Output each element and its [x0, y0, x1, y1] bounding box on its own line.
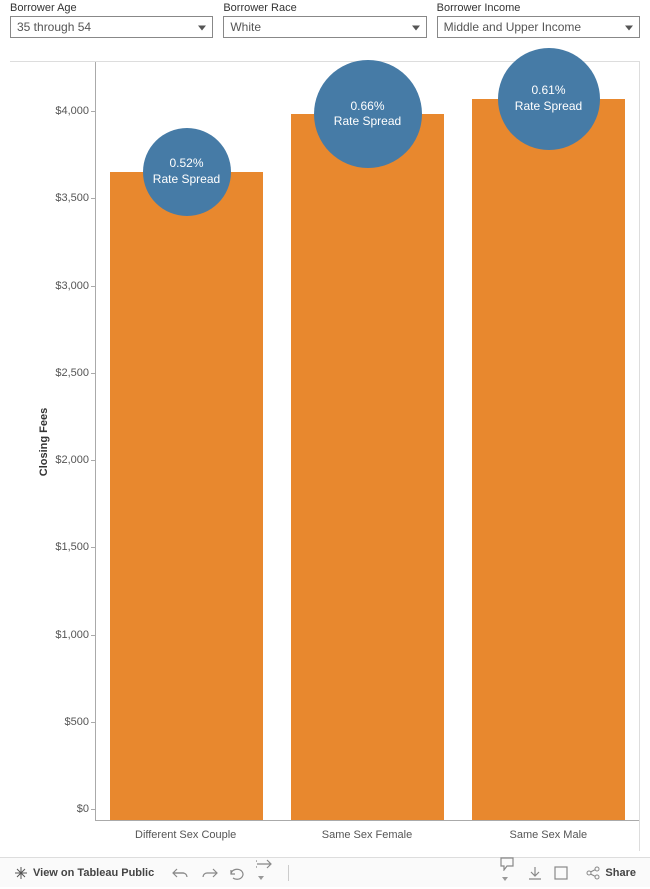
y-tick: $3,000	[55, 280, 89, 292]
x-label: Same Sex Female	[276, 821, 457, 851]
filter-bar: Borrower Age 35 through 54 Borrower Race…	[0, 0, 650, 46]
spread-label: Rate Spread	[515, 99, 582, 115]
chevron-down-icon	[258, 876, 264, 880]
y-tick: $2,000	[55, 454, 89, 466]
y-axis-label: Closing Fees	[38, 407, 50, 475]
bar[interactable]	[110, 172, 262, 820]
plot-area: 0.52%Rate Spread0.66%Rate Spread0.61%Rat…	[95, 62, 639, 821]
bar-column: 0.52%Rate Spread	[96, 62, 277, 820]
spread-label: Rate Spread	[334, 114, 401, 130]
refresh-menu[interactable]	[256, 858, 274, 888]
filter-label: Borrower Age	[10, 2, 213, 14]
refresh-icon	[256, 858, 274, 870]
spread-value: 0.61%	[531, 83, 565, 99]
y-tick: $0	[77, 803, 89, 815]
share-button[interactable]: Share	[580, 862, 642, 884]
filter-age-select[interactable]: 35 through 54	[10, 16, 213, 38]
rate-spread-bubble[interactable]: 0.61%Rate Spread	[498, 48, 600, 150]
toolbar: View on Tableau Public Share	[0, 857, 650, 887]
y-tick: $1,500	[55, 541, 89, 553]
spread-value: 0.52%	[169, 156, 203, 172]
download-icon[interactable]	[528, 866, 542, 880]
separator	[288, 865, 289, 881]
share-label: Share	[605, 867, 636, 879]
filter-label: Borrower Race	[223, 2, 426, 14]
filter-income: Borrower Income Middle and Upper Income	[437, 2, 640, 38]
bar[interactable]	[291, 114, 443, 820]
view-tableau-label: View on Tableau Public	[33, 867, 154, 879]
y-tick: $4,000	[55, 105, 89, 117]
x-label: Different Sex Couple	[95, 821, 276, 851]
chart: Closing Fees $0 $500 $1,000 $1,500 $2,000 $2,…	[10, 61, 640, 851]
spread-value: 0.66%	[350, 99, 384, 115]
undo-icon[interactable]	[172, 866, 190, 880]
spread-label: Rate Spread	[153, 172, 220, 188]
bar-column: 0.66%Rate Spread	[277, 62, 458, 820]
filter-income-select[interactable]: Middle and Upper Income	[437, 16, 640, 38]
y-tick: $1,000	[55, 629, 89, 641]
y-tick: $3,500	[55, 192, 89, 204]
redo-icon[interactable]	[200, 866, 218, 880]
bar-column: 0.61%Rate Spread	[458, 62, 639, 820]
tableau-logo-button[interactable]: View on Tableau Public	[8, 862, 160, 884]
rate-spread-bubble[interactable]: 0.52%Rate Spread	[143, 128, 231, 216]
filter-age: Borrower Age 35 through 54	[10, 2, 213, 38]
share-icon	[586, 866, 600, 880]
bar[interactable]	[472, 99, 624, 820]
comment-icon	[500, 857, 516, 871]
filter-label: Borrower Income	[437, 2, 640, 14]
x-axis: Different Sex CoupleSame Sex FemaleSame …	[95, 821, 639, 851]
tableau-icon	[14, 866, 28, 880]
filter-race-select[interactable]: White	[223, 16, 426, 38]
rate-spread-bubble[interactable]: 0.66%Rate Spread	[314, 60, 422, 168]
comment-menu[interactable]	[500, 857, 516, 889]
revert-icon[interactable]	[228, 866, 246, 880]
filter-race: Borrower Race White	[223, 2, 426, 38]
y-axis: Closing Fees $0 $500 $1,000 $1,500 $2,000 $2,…	[10, 62, 95, 821]
fullscreen-icon[interactable]	[554, 866, 568, 880]
bars: 0.52%Rate Spread0.66%Rate Spread0.61%Rat…	[96, 62, 639, 820]
chevron-down-icon	[502, 877, 508, 881]
x-label: Same Sex Male	[458, 821, 639, 851]
y-tick: $2,500	[55, 367, 89, 379]
y-tick: $500	[65, 716, 89, 728]
